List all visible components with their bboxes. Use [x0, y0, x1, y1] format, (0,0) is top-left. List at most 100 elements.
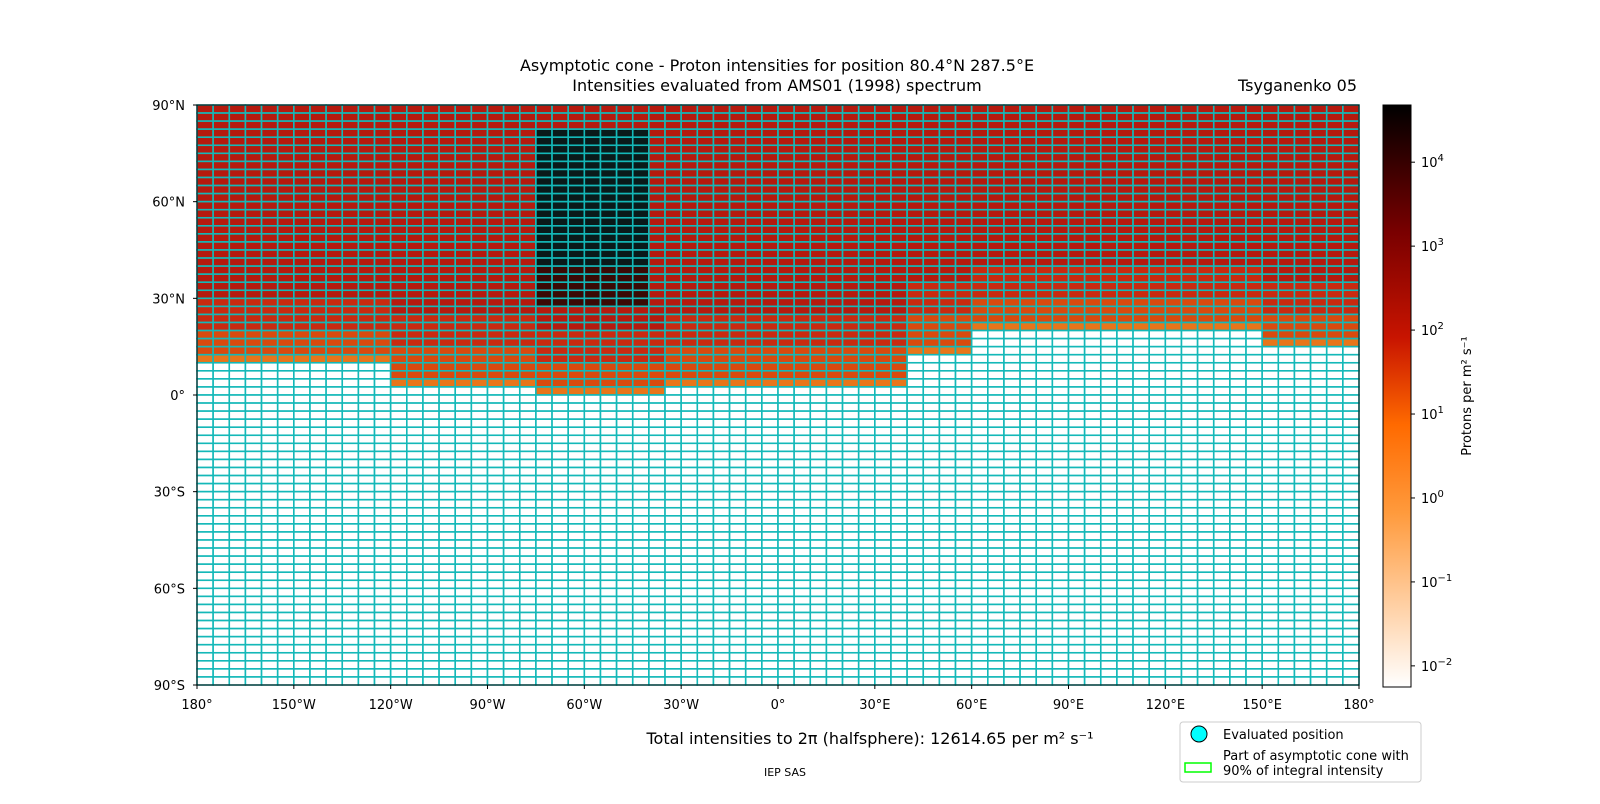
map-cell	[1261, 136, 1280, 147]
map-cell	[648, 353, 666, 364]
map-cell	[341, 297, 360, 308]
map-cell	[1164, 643, 1183, 654]
map-cell	[1261, 168, 1280, 179]
map-cell	[1067, 136, 1086, 147]
map-cell	[502, 313, 521, 324]
map-cell	[535, 265, 553, 275]
map-cell	[712, 249, 731, 259]
map-cell	[212, 587, 231, 598]
map-cell	[793, 361, 812, 372]
map-cell	[309, 216, 327, 227]
map-cell	[486, 329, 505, 340]
map-cell	[438, 668, 457, 678]
map-cell	[809, 176, 828, 187]
map-cell	[809, 442, 828, 453]
map-cell	[1067, 168, 1086, 179]
map-cell	[244, 329, 263, 340]
map-cell	[260, 345, 279, 356]
map-cell	[293, 418, 311, 429]
map-cell	[196, 112, 214, 122]
map-cell	[1148, 474, 1167, 485]
map-cell	[857, 361, 876, 372]
map-cell	[857, 184, 876, 195]
map-cell	[696, 313, 715, 324]
map-cell	[712, 337, 731, 348]
map-cell	[1003, 104, 1021, 114]
map-cell	[1099, 281, 1118, 292]
map-cell	[1196, 410, 1215, 420]
map-cell	[841, 249, 860, 259]
map-cell	[228, 265, 247, 275]
map-cell	[1245, 136, 1263, 147]
map-cell	[1245, 418, 1263, 429]
map-cell	[502, 192, 521, 203]
map-cell	[293, 345, 311, 356]
map-cell	[648, 555, 666, 565]
map-cell	[890, 297, 908, 308]
map-cell	[987, 241, 1005, 251]
map-cell	[761, 523, 779, 533]
map-cell	[615, 515, 634, 525]
map-cell	[486, 345, 505, 356]
map-cell	[373, 281, 392, 292]
map-cell	[438, 112, 457, 122]
map-cell	[841, 523, 860, 533]
map-cell	[373, 643, 392, 654]
map-cell	[1277, 402, 1296, 412]
map-cell	[325, 442, 344, 453]
map-cell	[1229, 192, 1247, 203]
map-cell	[1212, 192, 1231, 203]
map-cell	[1148, 289, 1167, 300]
map-cell	[1116, 410, 1134, 420]
map-cell	[373, 152, 392, 163]
map-cell	[502, 506, 521, 517]
map-cell	[357, 152, 376, 163]
map-cell	[1164, 192, 1183, 203]
map-cell	[438, 160, 457, 171]
map-cell	[728, 660, 747, 670]
map-cell	[680, 635, 699, 646]
map-cell	[422, 225, 440, 235]
map-cell	[551, 370, 569, 380]
map-cell	[502, 555, 521, 565]
map-cell	[551, 353, 569, 364]
map-cell	[1180, 643, 1199, 654]
map-cell	[1035, 531, 1054, 541]
map-cell	[841, 216, 860, 227]
map-cell	[1148, 515, 1167, 525]
map-cell	[212, 200, 231, 211]
map-cell	[1148, 523, 1167, 533]
map-cell	[664, 329, 682, 340]
map-cell	[325, 660, 344, 670]
map-cell	[615, 498, 634, 509]
map-cell	[228, 160, 247, 171]
map-cell	[293, 523, 311, 533]
map-cell	[1196, 627, 1215, 638]
map-cell	[551, 329, 569, 340]
map-cell	[825, 378, 844, 388]
map-cell	[938, 611, 957, 622]
map-cell	[357, 289, 376, 300]
map-cell	[1196, 539, 1215, 549]
map-cell	[583, 370, 602, 380]
map-cell	[551, 660, 569, 670]
map-cell	[438, 611, 457, 622]
map-cell	[648, 660, 666, 670]
map-cell	[615, 273, 634, 284]
map-cell	[583, 208, 602, 219]
map-cell	[309, 329, 327, 340]
map-cell	[1099, 587, 1118, 598]
map-cell	[1196, 257, 1215, 267]
map-cell	[341, 321, 360, 332]
map-cell	[890, 273, 908, 284]
map-cell	[680, 531, 699, 541]
map-cell	[970, 257, 989, 267]
map-cell	[1035, 168, 1054, 179]
map-cell	[777, 450, 795, 461]
map-cell	[890, 345, 908, 356]
map-cell	[1196, 321, 1215, 332]
map-cell	[761, 249, 779, 259]
map-cell	[341, 506, 360, 517]
map-cell	[228, 563, 247, 574]
map-cell	[567, 563, 586, 574]
